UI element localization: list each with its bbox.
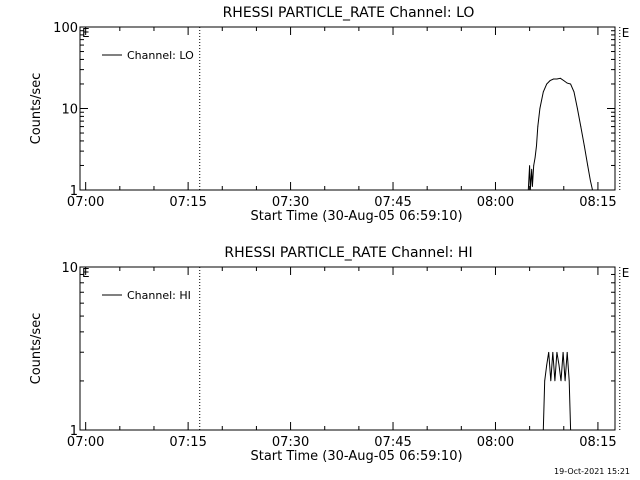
chart-1-y-tick-label: 1 — [70, 184, 78, 199]
chart-2-legend-label: Channel: HI — [127, 289, 191, 302]
chart-1-data-point — [590, 180, 591, 182]
chart-1-data-point — [546, 83, 548, 85]
chart-2-event-marker: E — [622, 266, 630, 280]
chart-1-data-point — [531, 168, 533, 170]
chart-2-data-point — [564, 380, 566, 382]
chart-1-event-marker: E — [622, 26, 630, 40]
chart-1-data-point — [573, 91, 575, 93]
chart-2-data-point — [544, 380, 546, 382]
footer-timestamp: 19-Oct-2021 15:21 — [554, 467, 630, 476]
chart-1-title: RHESSI PARTICLE_RATE Channel: LO — [223, 5, 475, 21]
chart-2-data-point — [558, 364, 560, 366]
chart-2-x-tick-label: 08:00 — [477, 435, 514, 450]
chart-2-data-point — [546, 364, 548, 366]
chart-1-data-point — [534, 157, 536, 158]
chart-2-y-tick-label: 1 — [70, 424, 78, 439]
chart-1-y-axis-label: Counts/sec — [29, 73, 44, 145]
chart-2-plot-frame — [79, 266, 616, 431]
chart-1-data-point — [537, 126, 539, 127]
chart-1-y-tick-label: 100 — [53, 21, 78, 36]
chart-1-x-tick-label: 07:30 — [272, 195, 309, 210]
chart-2-data-point — [548, 351, 550, 353]
chart-1-data-point — [536, 145, 537, 147]
chart-2-x-axis-label: Start Time (30-Aug-05 06:59:10) — [250, 449, 462, 464]
chart-2-data-point — [552, 351, 554, 353]
chart-2-x-tick-label: 08:15 — [579, 435, 616, 450]
chart-2-x-tick-label: 07:15 — [169, 435, 206, 450]
chart-1-legend-label: Channel: LO — [127, 49, 194, 62]
chart-2-series-line — [542, 352, 572, 431]
chart-1-data-point — [531, 186, 533, 188]
chart-1-data-point — [592, 189, 593, 191]
chart-1-data-point — [583, 145, 585, 147]
chart-2-y-axis-label: Counts/sec — [29, 313, 44, 385]
chart-2-x-tick-label: 07:45 — [374, 435, 411, 450]
chart-2-data-point — [550, 380, 552, 382]
chart-1-data-point — [529, 165, 531, 166]
chart-1-data-point — [549, 80, 551, 81]
chart-2-data-point — [568, 380, 570, 382]
chart-1-series-line — [527, 77, 593, 191]
chart-2-x-tick-label: 07:00 — [67, 435, 104, 450]
chart-2-x-tick-label: 07:30 — [272, 435, 309, 450]
chart-2-data-point — [560, 380, 562, 382]
chart-1-data-point — [553, 78, 554, 80]
chart-1-data-point — [580, 126, 582, 127]
chart-1-x-axis-label: Start Time (30-Aug-05 06:59:10) — [250, 209, 462, 224]
chart-2-data-point — [542, 429, 544, 431]
chart-1-data-point — [556, 78, 558, 80]
chart-1-data-point — [563, 80, 565, 81]
chart-1-x-tick-label: 07:45 — [374, 195, 411, 210]
chart-2-data-point — [570, 429, 572, 431]
chart-1-y-tick-label: 10 — [61, 103, 78, 118]
chart-1-data-point — [529, 189, 531, 191]
chart-1-data-point — [570, 83, 572, 85]
chart-1-data-point — [533, 165, 535, 166]
chart-2-event-marker: E — [82, 266, 90, 280]
chart-2-title: RHESSI PARTICLE_RATE Channel: HI — [224, 245, 472, 261]
chart-1-data-point — [527, 189, 529, 191]
chart-1-x-tick-label: 07:00 — [67, 195, 104, 210]
chart-1-data-point — [577, 108, 578, 109]
chart-1-data-point — [539, 108, 541, 109]
chart-1-event-marker: E — [82, 26, 90, 40]
chart-2-data-point — [562, 351, 564, 353]
chart-1-data-point — [587, 165, 589, 166]
chart-1-x-tick-label: 07:15 — [169, 195, 206, 210]
chart-2-data-point — [566, 351, 568, 353]
chart-1-data-point — [559, 77, 561, 79]
chart-1-data-point — [542, 91, 544, 93]
chart-1-data-point — [566, 82, 568, 84]
chart-1-x-tick-label: 08:00 — [477, 195, 514, 210]
chart-2-y-tick-label: 10 — [61, 261, 78, 276]
chart-2-data-point — [554, 380, 556, 382]
chart-2-data-point — [556, 351, 558, 353]
chart-1-x-tick-label: 08:15 — [579, 195, 616, 210]
